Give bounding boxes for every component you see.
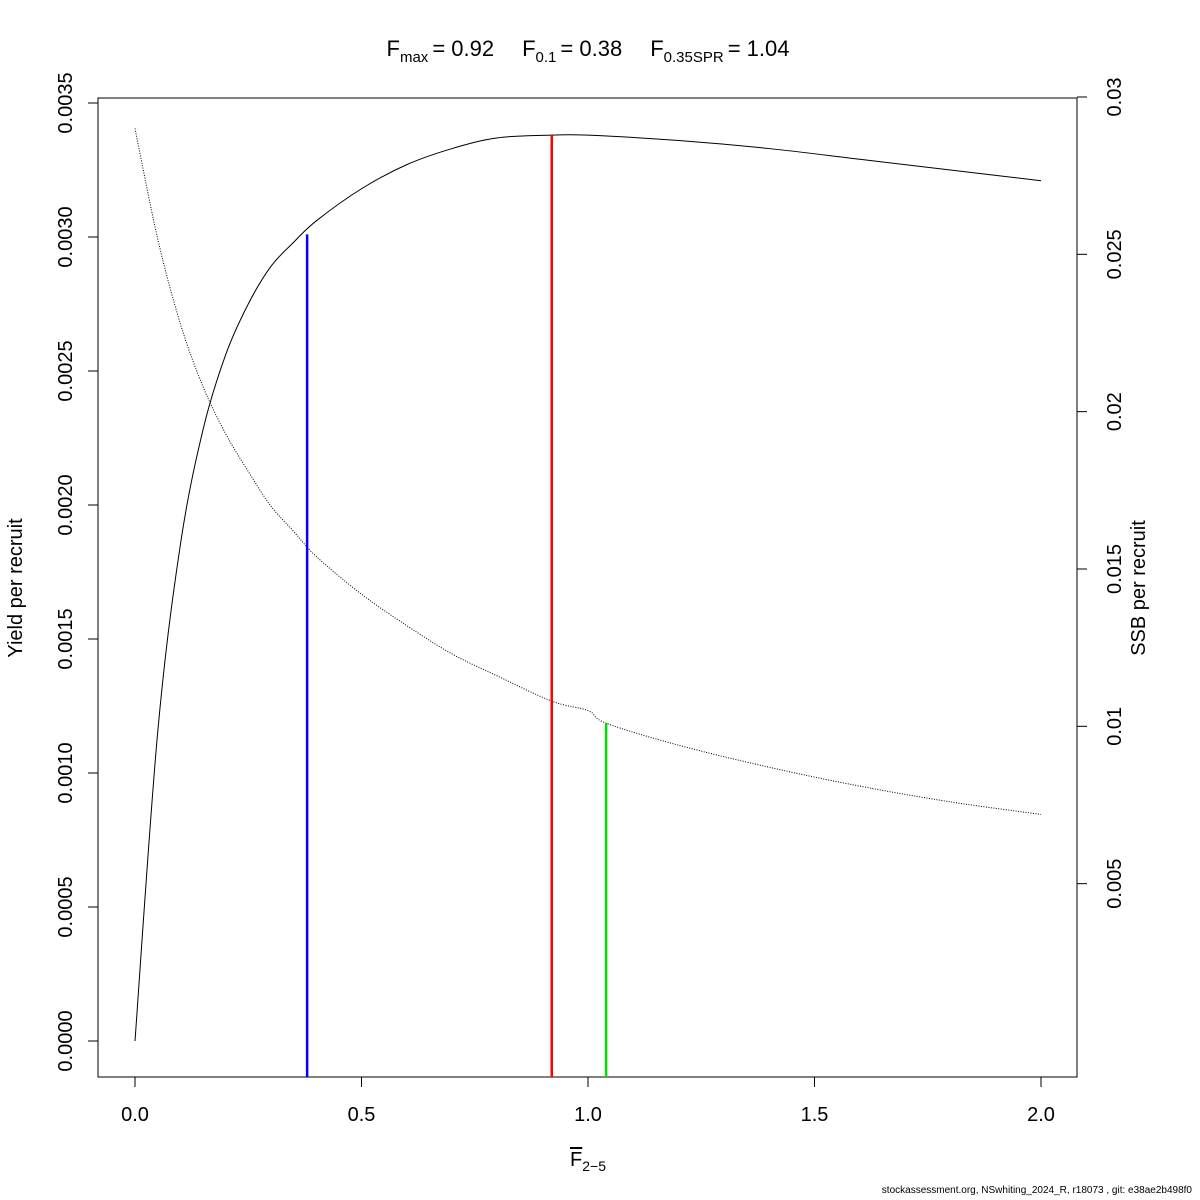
- y-left-tick-label-5: 0.0025: [55, 340, 77, 401]
- y-left-axis: 0.0000 0.0005 0.0010 0.0015 0.0020 0.0025 0.00…: [55, 72, 98, 1072]
- title-f01-sub: 0.1: [536, 49, 557, 66]
- y-right-tick-label-5: 0.03: [1104, 78, 1126, 117]
- x-axis-label: F2−5: [570, 1149, 606, 1174]
- chart-title: Fmax = 0.92 F0.1 = 0.38 F0.35SPR = 1.04: [387, 36, 790, 66]
- title-fmax-value: = 0.92: [432, 36, 494, 61]
- yield-per-recruit-line: [134, 134, 1042, 1042]
- y-right-tick-label-2: 0.015: [1104, 544, 1126, 594]
- ssb-per-recruit-line: [134, 128, 1042, 815]
- x-tick-label-4: 2.0: [1027, 1104, 1055, 1126]
- title-f035-sub: 0.35SPR: [664, 49, 724, 66]
- plot-frame: [97, 97, 1078, 1078]
- title-f035-value: = 1.04: [728, 36, 790, 61]
- y-left-tick-label-6: 0.0030: [55, 206, 77, 267]
- y-left-tick-label-0: 0.0000: [55, 1010, 77, 1071]
- x-tick-label-0: 0.0: [121, 1104, 149, 1126]
- y-left-tick-label-2: 0.0010: [55, 742, 77, 803]
- y-left-axis-label: Yield per recruit: [5, 518, 27, 658]
- title-fmax-sub: max: [400, 49, 429, 66]
- x-axis: 0.0 0.5 1.0 1.5 2.0: [121, 1077, 1055, 1126]
- x-tick-label-2: 1.0: [574, 1104, 602, 1126]
- title-fmax-symbol: F: [387, 36, 400, 61]
- y-right-tick-label-3: 0.02: [1104, 392, 1126, 431]
- x-tick-label-3: 1.5: [801, 1104, 829, 1126]
- series-group: [134, 128, 1042, 1042]
- y-right-axis: 0.005 0.01 0.015 0.02 0.025 0.03: [1077, 78, 1126, 909]
- y-left-tick-label-3: 0.0015: [55, 608, 77, 669]
- footer-credit: stockassessment.org, NSwhiting_2024_R, r…: [881, 1185, 1192, 1196]
- y-left-tick-label-7: 0.0035: [55, 72, 77, 133]
- x-tick-label-1: 0.5: [348, 1104, 376, 1126]
- title-f01-symbol: F: [522, 36, 535, 61]
- y-right-tick-label-1: 0.01: [1104, 707, 1126, 746]
- y-right-tick-label-4: 0.025: [1104, 229, 1126, 279]
- y-right-axis-label: SSB per recruit: [1128, 520, 1150, 656]
- y-left-tick-label-1: 0.0005: [55, 876, 77, 937]
- title-f035-symbol: F: [650, 36, 663, 61]
- reference-lines: [305, 135, 608, 1077]
- x-axis-label-sub: 2−5: [582, 1158, 606, 1174]
- x-axis-label-symbol: F: [570, 1149, 582, 1171]
- y-right-tick-label-0: 0.005: [1104, 859, 1126, 909]
- y-left-tick-label-4: 0.0020: [55, 474, 77, 535]
- title-f01-value: = 0.38: [560, 36, 622, 61]
